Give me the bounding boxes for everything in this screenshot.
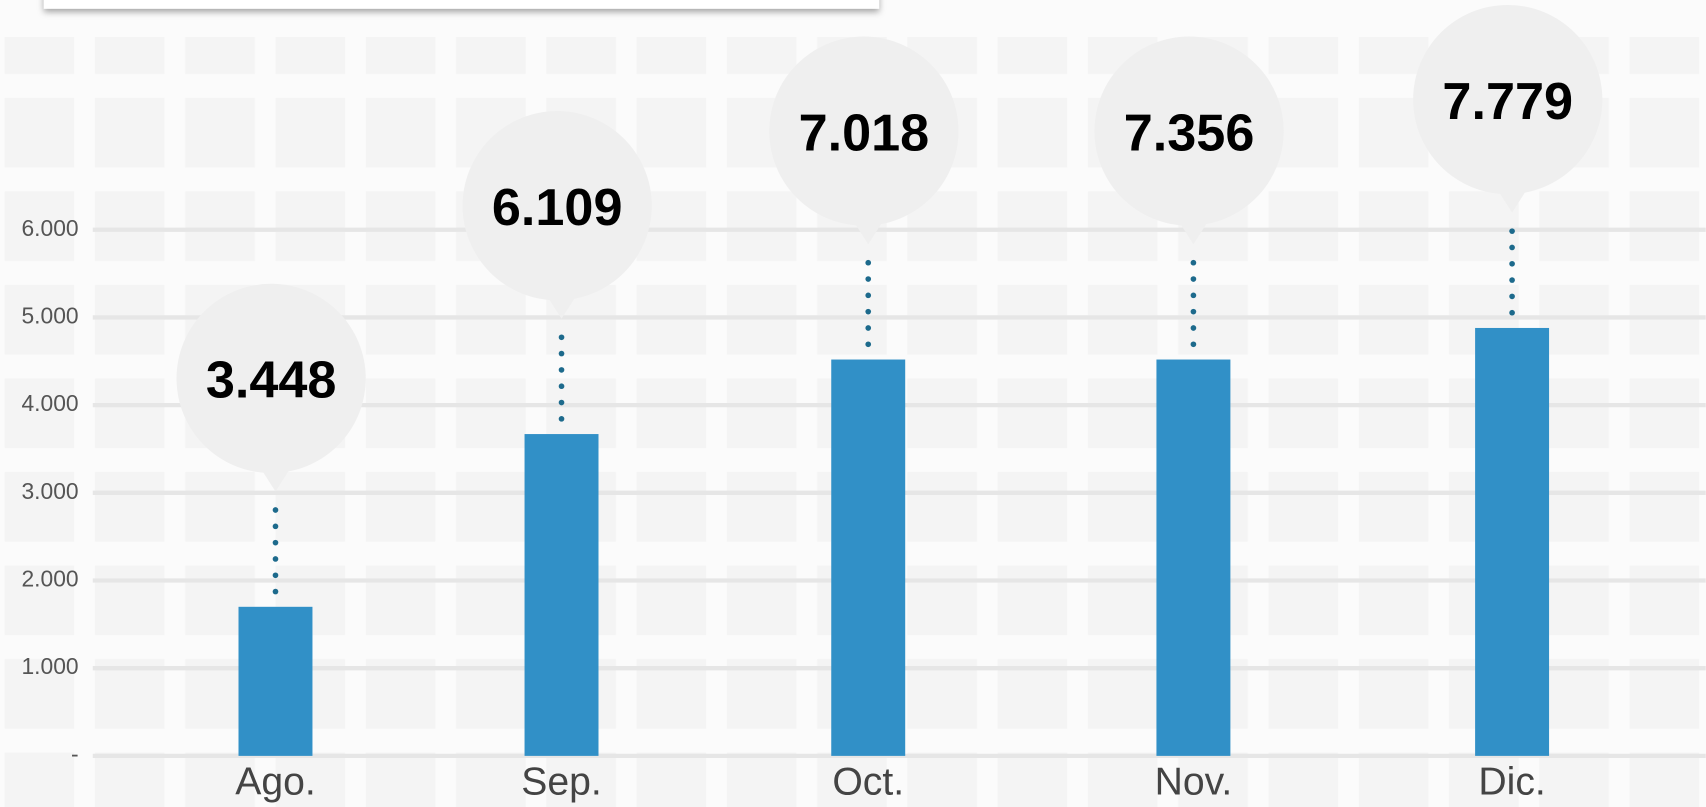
value-annotation: 7.018	[799, 104, 930, 162]
y-tick-label: -	[71, 741, 79, 767]
dotted-leader	[1509, 228, 1515, 234]
x-tick-label: Ago.	[235, 761, 316, 804]
bar	[238, 606, 313, 756]
y-tick-label: 6.000	[21, 215, 78, 241]
dotted-leader	[865, 341, 872, 348]
dotted-leader	[1190, 259, 1197, 266]
value-annotation: 7.356	[1124, 104, 1255, 162]
bar	[1156, 359, 1231, 756]
x-tick-label: Nov.	[1155, 761, 1233, 804]
y-tick-label: 3.000	[21, 478, 78, 504]
bubble-tail	[546, 294, 577, 319]
bubble	[1094, 36, 1284, 226]
dotted-leader	[558, 350, 565, 357]
bubble-tail	[260, 467, 291, 492]
dotted-leader	[1509, 309, 1515, 316]
dotted-leader	[865, 276, 872, 282]
dotted-leader	[558, 334, 565, 341]
dotted-leader	[1190, 276, 1197, 282]
y-tick-label: 1.000	[21, 653, 78, 679]
x-tick-label: Sep.	[521, 761, 602, 804]
bar	[831, 359, 906, 756]
dotted-leader	[558, 383, 565, 390]
dotted-leader	[865, 325, 872, 331]
dotted-leader	[272, 507, 279, 513]
dotted-leader	[1509, 244, 1515, 251]
dotted-leader	[1509, 293, 1515, 300]
y-tick-label: 5.000	[21, 302, 78, 328]
bar	[524, 434, 599, 756]
dotted-leader	[865, 259, 872, 266]
bubble	[176, 283, 366, 474]
value-annotation: 3.448	[206, 352, 337, 410]
bubble-tail	[1496, 188, 1528, 213]
value-annotation: 6.109	[492, 179, 623, 237]
bubble	[769, 36, 959, 226]
dotted-leader	[865, 308, 872, 315]
x-tick-label: Oct.	[832, 761, 904, 804]
bar	[1475, 327, 1550, 756]
dotted-leader	[272, 572, 279, 579]
value-annotation: 7.779	[1442, 73, 1573, 131]
dotted-leader	[1509, 277, 1515, 283]
dotted-leader	[272, 523, 279, 530]
y-tick-label: 2.000	[21, 566, 78, 592]
y-tick-label: 4.000	[21, 390, 78, 416]
dotted-leader	[558, 416, 565, 422]
dotted-leader	[865, 292, 872, 299]
bubble-tail	[1178, 220, 1209, 245]
bubble	[462, 111, 652, 301]
bubble	[1413, 4, 1603, 195]
dotted-leader	[1509, 260, 1515, 267]
header-card	[43, 0, 880, 9]
dotted-leader	[1190, 325, 1197, 331]
dotted-leader	[272, 588, 279, 595]
dotted-leader	[1190, 308, 1197, 315]
dotted-leader	[272, 556, 279, 562]
bubble-tail	[853, 220, 884, 245]
dotted-leader	[1190, 341, 1197, 348]
dotted-leader	[272, 539, 279, 546]
dotted-leader	[558, 367, 565, 373]
dotted-leader	[558, 399, 565, 406]
x-tick-label: Dic.	[1478, 761, 1545, 804]
dotted-leader	[1190, 292, 1197, 299]
